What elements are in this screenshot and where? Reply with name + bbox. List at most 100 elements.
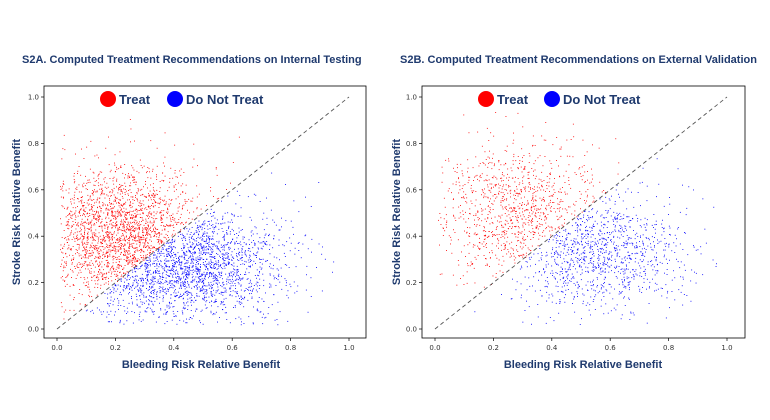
data-point [249, 259, 251, 260]
data-point [216, 268, 218, 270]
data-point [209, 256, 211, 258]
data-point [180, 185, 182, 187]
data-point [235, 288, 236, 289]
data-point [113, 237, 115, 239]
data-point [118, 214, 120, 216]
data-point [206, 272, 208, 274]
data-point [538, 223, 540, 225]
data-point [63, 311, 65, 313]
data-point [546, 176, 548, 177]
data-point [100, 241, 101, 243]
data-point [110, 208, 112, 210]
data-point [133, 247, 135, 249]
data-point [67, 215, 69, 216]
data-point [156, 264, 158, 266]
data-point [115, 218, 117, 220]
data-point [131, 301, 133, 303]
data-point [224, 244, 226, 246]
data-point [90, 246, 92, 248]
data-point [170, 203, 172, 205]
data-point [111, 280, 113, 282]
data-point [183, 275, 185, 277]
data-point [273, 275, 275, 277]
y-tick-label: 0.6 [28, 186, 40, 194]
data-point [163, 277, 165, 278]
data-point [196, 268, 198, 270]
data-point [145, 296, 147, 298]
data-point [253, 253, 254, 255]
data-point [154, 195, 156, 197]
data-point [141, 273, 143, 275]
data-point [78, 191, 80, 193]
data-point [215, 298, 217, 300]
data-point [255, 254, 256, 256]
data-point [127, 262, 129, 264]
data-point [479, 218, 480, 220]
data-point [174, 239, 176, 241]
data-point [205, 301, 207, 303]
data-point [115, 212, 117, 214]
data-point [82, 244, 84, 246]
data-point [208, 248, 209, 250]
data-point [100, 211, 102, 213]
data-point [165, 264, 167, 266]
data-point [537, 228, 539, 230]
data-point [106, 266, 108, 268]
data-point [450, 243, 451, 245]
data-point [87, 231, 89, 233]
data-point [210, 190, 211, 192]
data-point [110, 202, 112, 204]
data-point [74, 213, 76, 215]
data-point [212, 231, 214, 233]
data-point [195, 264, 197, 265]
data-point [151, 301, 153, 303]
data-point [273, 235, 275, 237]
data-point [173, 246, 175, 248]
data-point [149, 300, 150, 302]
data-point [212, 235, 214, 237]
data-point [96, 260, 98, 262]
data-point [164, 237, 166, 239]
data-point [487, 166, 489, 168]
data-point [189, 234, 191, 235]
data-point [165, 314, 167, 315]
data-point [192, 238, 194, 240]
data-point [212, 262, 214, 264]
data-point [188, 256, 190, 258]
data-point [91, 242, 93, 244]
data-point [524, 168, 526, 170]
data-point [81, 199, 83, 201]
data-point [160, 242, 162, 244]
data-point [525, 252, 527, 254]
data-point [144, 242, 146, 244]
data-point [61, 251, 63, 253]
data-point [152, 281, 154, 283]
data-point [231, 241, 232, 243]
data-point [109, 289, 111, 291]
data-point [136, 211, 138, 213]
data-point [161, 229, 163, 231]
data-point [120, 279, 122, 281]
data-point [170, 224, 172, 226]
data-point [223, 247, 225, 249]
data-point [104, 224, 106, 226]
data-point [149, 171, 150, 173]
data-point [254, 244, 256, 246]
data-point [259, 266, 261, 268]
data-point [152, 290, 154, 291]
data-point [124, 244, 126, 246]
data-point [142, 242, 144, 244]
data-point [128, 293, 129, 295]
data-point [192, 266, 194, 268]
data-point [549, 201, 551, 203]
data-point [62, 252, 64, 254]
data-point [307, 248, 309, 250]
data-point [190, 301, 192, 303]
data-point [191, 287, 193, 289]
data-point [208, 252, 210, 254]
data-point [493, 200, 495, 202]
data-point [172, 263, 174, 264]
data-point [136, 259, 138, 261]
data-point [142, 239, 144, 241]
